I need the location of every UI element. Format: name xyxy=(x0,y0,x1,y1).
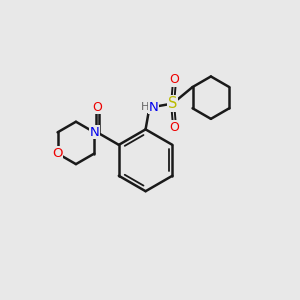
Text: N: N xyxy=(149,100,159,114)
Text: O: O xyxy=(169,74,179,86)
Text: N: N xyxy=(89,126,99,139)
Text: O: O xyxy=(169,121,179,134)
Text: O: O xyxy=(52,147,63,160)
Text: H: H xyxy=(141,102,149,112)
Text: O: O xyxy=(92,101,102,114)
Text: S: S xyxy=(168,96,177,111)
